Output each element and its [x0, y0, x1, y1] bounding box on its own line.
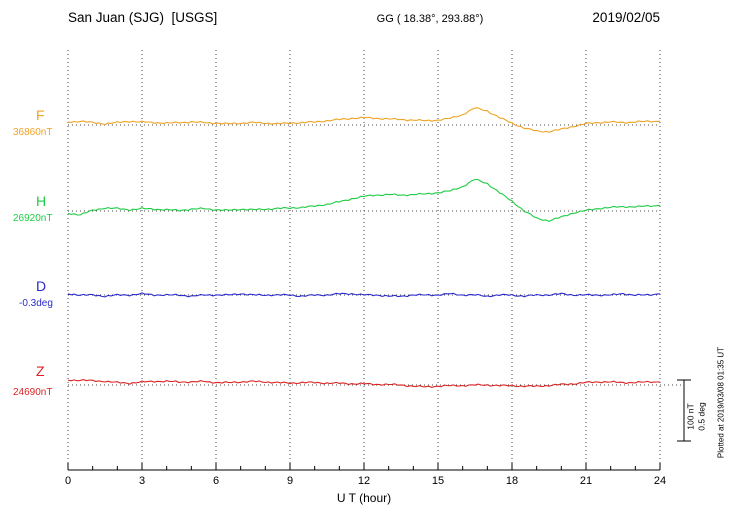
trace-Z: [67, 379, 661, 388]
trace-label-d: D: [36, 278, 47, 294]
plot-date: 2019/02/05: [592, 10, 660, 25]
trace-label-f: F: [36, 107, 45, 123]
station-title: San Juan (SJG) [USGS]: [68, 10, 218, 25]
trace-baseline-value-z: 24690nT: [13, 387, 53, 398]
x-tick-label: 0: [64, 475, 72, 487]
x-tick-label: 18: [505, 475, 519, 487]
trace-D: [67, 292, 661, 298]
x-tick-label: 3: [138, 475, 146, 487]
x-axis-label: U T (hour): [336, 491, 392, 505]
x-tick-label: 6: [212, 475, 220, 487]
x-tick-label: 9: [286, 475, 294, 487]
scalebar-nt-label: 100 nT: [685, 403, 696, 430]
trace-F: [67, 107, 661, 133]
trace-label-h: H: [36, 193, 47, 209]
trace-baseline-value-h: 26920nT: [13, 213, 53, 224]
geographic-coordinates: GG ( 18.38°, 293.88°): [376, 13, 484, 25]
trace-baseline-value-f: 36860nT: [13, 127, 53, 138]
scalebar-deg-label: 0.5 deg: [696, 402, 707, 431]
x-tick-label: 12: [357, 475, 371, 487]
x-tick-label: 24: [653, 475, 667, 487]
x-tick-label: 15: [431, 475, 445, 487]
plotted-at-timestamp: Plotted at 2019/03/08 01:35 UT: [716, 346, 726, 459]
trace-baseline-value-d: -0.3deg: [19, 298, 53, 309]
x-tick-label: 21: [579, 475, 593, 487]
trace-H: [67, 178, 661, 223]
trace-label-z: Z: [36, 363, 45, 379]
